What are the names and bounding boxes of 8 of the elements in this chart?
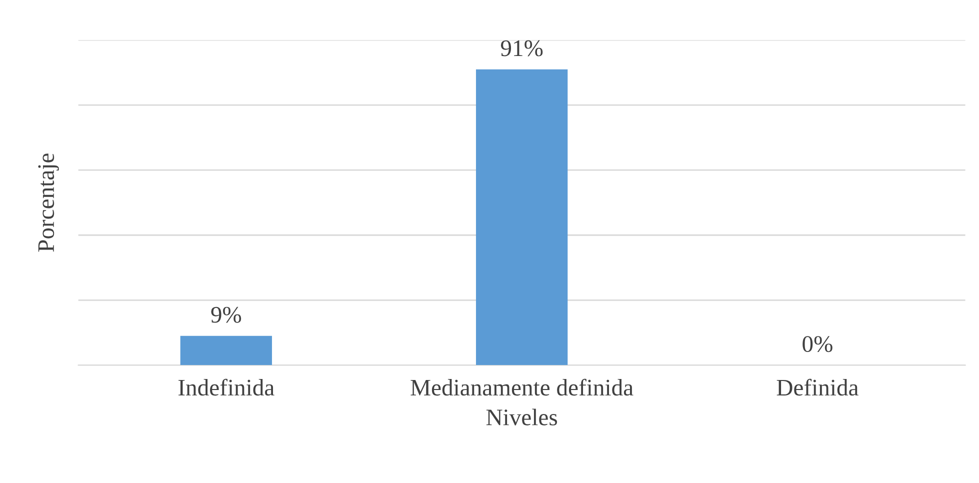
x-tick-label: Indefinida	[178, 378, 274, 396]
data-label: 0%	[802, 336, 832, 352]
x-tick-label: Definida	[776, 378, 858, 396]
x-tick-label: Medianamente definida	[410, 378, 634, 396]
x-axis-title: Niveles	[486, 408, 558, 426]
data-label: 91%	[500, 40, 543, 56]
data-label: 9%	[211, 306, 242, 323]
y-axis-title: Porcentaje	[38, 154, 59, 252]
